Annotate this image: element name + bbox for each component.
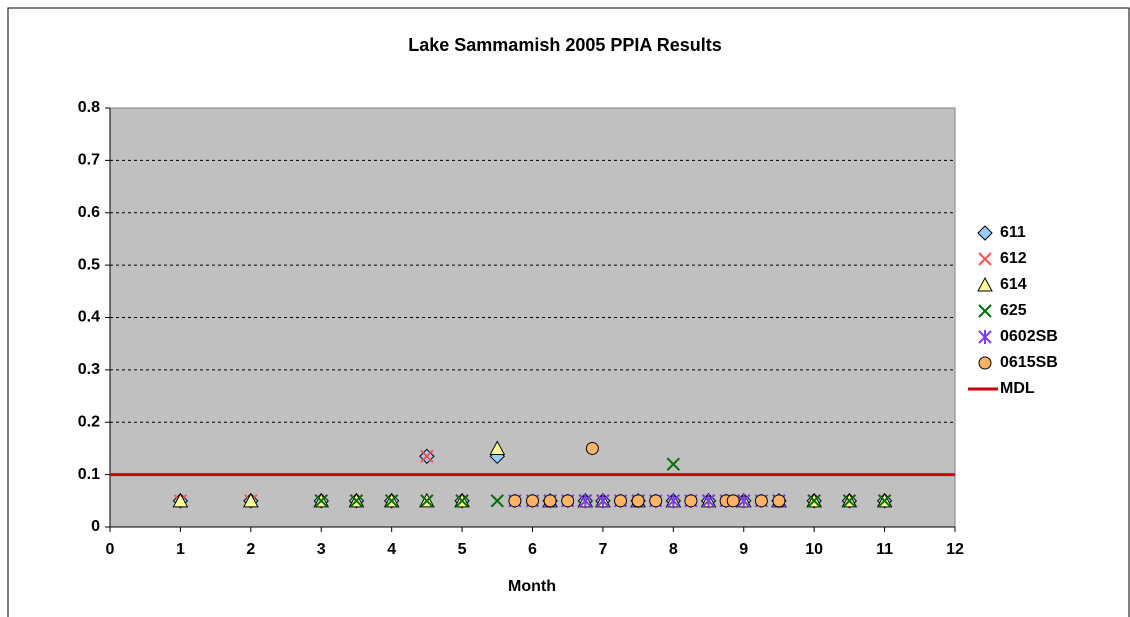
x-tick-label: 7: [598, 541, 607, 558]
legend-label: 625: [1000, 302, 1027, 319]
point: [596, 493, 610, 508]
point: [726, 494, 740, 508]
x-tick-label: 1: [176, 541, 185, 558]
point: [490, 494, 504, 508]
x-tick-label: 6: [528, 541, 537, 558]
point: [631, 494, 645, 508]
legend-swatch: [978, 304, 992, 318]
point: [543, 494, 557, 508]
point: [684, 494, 698, 508]
x-tick-label: 8: [669, 541, 678, 558]
point: [314, 494, 328, 508]
point: [561, 494, 575, 508]
point: [172, 492, 189, 508]
legend-swatch: [977, 225, 993, 241]
y-tick-label: 0.6: [78, 204, 100, 221]
point: [772, 494, 786, 508]
x-tick-label: 0: [106, 541, 115, 558]
x-tick-label: 12: [946, 541, 964, 558]
point: [420, 494, 434, 508]
x-axis-label: Month: [508, 578, 556, 595]
point: [842, 494, 857, 508]
point: [649, 494, 663, 508]
legend-label: 611: [1000, 224, 1026, 241]
point: [526, 494, 539, 508]
point: [242, 492, 259, 508]
point: [578, 493, 593, 508]
legend-label: MDL: [1000, 380, 1035, 397]
x-tick-label: 4: [387, 541, 396, 558]
point: [585, 441, 599, 455]
legend-label: 0602SB: [1000, 328, 1058, 345]
point: [877, 494, 892, 508]
x-tick-label: 5: [458, 541, 467, 558]
y-tick-label: 0.8: [78, 99, 100, 116]
point: [349, 494, 364, 508]
legend-label: 0615SB: [1000, 354, 1058, 371]
y-tick-label: 0.4: [78, 309, 100, 326]
point: [737, 493, 751, 508]
x-tick-label: 2: [246, 541, 255, 558]
point: [508, 494, 522, 508]
legend-label: 614: [1000, 276, 1027, 293]
y-tick-label: 0.7: [78, 152, 100, 169]
point: [489, 440, 506, 455]
point: [666, 493, 681, 508]
point: [455, 494, 469, 508]
y-tick-label: 0.3: [78, 361, 100, 378]
legend-swatch: [978, 330, 992, 344]
point: [614, 494, 628, 508]
legend-label: 612: [1000, 250, 1027, 267]
point: [384, 494, 399, 508]
point: [420, 449, 434, 464]
x-tick-label: 3: [317, 541, 326, 558]
point: [807, 494, 821, 508]
chart-title: Lake Sammamish 2005 PPIA Results: [408, 35, 722, 55]
y-tick-label: 0: [91, 518, 100, 535]
legend-swatch: [977, 276, 993, 292]
legend-swatch: [978, 356, 992, 370]
x-tick-label: 11: [876, 541, 893, 558]
x-tick-label: 10: [805, 541, 823, 558]
x-tick-label: 9: [739, 541, 748, 558]
point: [701, 493, 716, 508]
y-tick-label: 0.5: [78, 256, 100, 273]
point: [754, 494, 768, 508]
y-tick-label: 0.1: [78, 466, 100, 483]
point: [666, 457, 681, 471]
y-tick-label: 0.2: [78, 413, 100, 430]
legend-swatch: [978, 252, 992, 266]
